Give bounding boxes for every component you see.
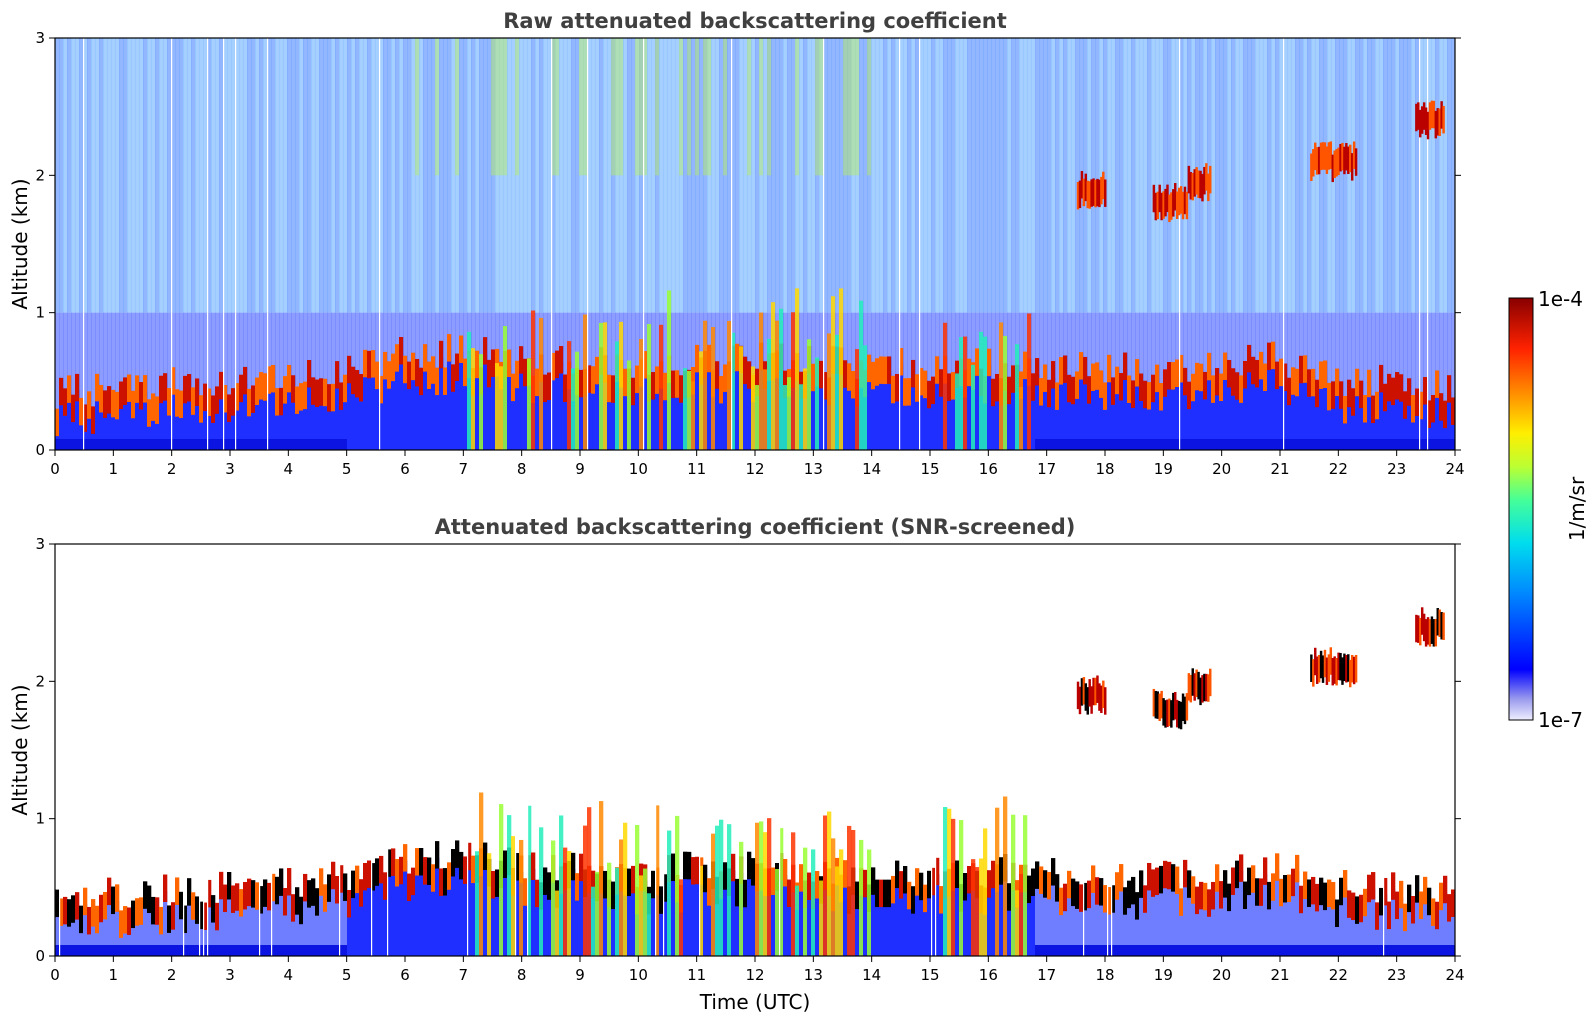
top-x-tick-label: 16 xyxy=(979,460,998,478)
colorbar-unit-label: 1/m/sr xyxy=(1565,476,1589,541)
bottom-x-tick-label: 11 xyxy=(687,966,706,984)
top-y-tick-label: 0 xyxy=(35,441,45,459)
top-x-tick-label: 18 xyxy=(1095,460,1114,478)
top-x-tick-label: 2 xyxy=(167,460,177,478)
bottom-x-tick-label: 24 xyxy=(1445,966,1464,984)
bottom-x-tick-label: 19 xyxy=(1154,966,1173,984)
top-x-tick-label: 6 xyxy=(400,460,410,478)
colorbar-min-label: 1e-7 xyxy=(1538,708,1583,732)
bottom-x-tick-label: 15 xyxy=(920,966,939,984)
bottom-x-ticks: 0 1 2 3 4 5 6 7 8 9 10 11 12 13 14 15 16 17 18 19 20 21 22 23 24 xyxy=(50,956,1465,984)
bottom-x-tick-label: 23 xyxy=(1387,966,1406,984)
bottom-heatmap xyxy=(55,544,1455,956)
bottom-x-tick-label: 9 xyxy=(575,966,585,984)
top-y-tick-label: 3 xyxy=(35,29,45,47)
bottom-x-tick-label: 16 xyxy=(979,966,998,984)
top-x-ticks: 0 1 2 3 4 5 6 7 8 9 10 11 12 13 14 15 16 17 18 19 20 21 22 23 24 xyxy=(50,450,1465,478)
bottom-x-tick-label: 14 xyxy=(862,966,881,984)
colorbar: 1e-4 1e-7 1/m/sr xyxy=(1508,287,1589,732)
bottom-x-tick-label: 4 xyxy=(284,966,294,984)
x-axis-label: Time (UTC) xyxy=(699,990,811,1014)
bottom-y-tick-label: 2 xyxy=(35,672,45,690)
top-x-tick-label: 13 xyxy=(804,460,823,478)
top-x-tick-label: 11 xyxy=(687,460,706,478)
top-x-tick-label: 24 xyxy=(1445,460,1464,478)
top-x-tick-label: 3 xyxy=(225,460,235,478)
top-x-tick-label: 17 xyxy=(1037,460,1056,478)
bottom-x-tick-label: 20 xyxy=(1212,966,1231,984)
top-x-tick-label: 5 xyxy=(342,460,352,478)
bottom-x-tick-label: 8 xyxy=(517,966,527,984)
top-x-tick-label: 14 xyxy=(862,460,881,478)
top-x-tick-label: 22 xyxy=(1329,460,1348,478)
bottom-x-tick-label: 22 xyxy=(1329,966,1348,984)
bottom-x-tick-label: 5 xyxy=(342,966,352,984)
top-x-tick-label: 19 xyxy=(1154,460,1173,478)
top-x-tick-label: 12 xyxy=(745,460,764,478)
bottom-x-tick-label: 7 xyxy=(459,966,469,984)
top-x-tick-label: 4 xyxy=(284,460,294,478)
top-x-tick-label: 9 xyxy=(575,460,585,478)
bottom-x-tick-label: 13 xyxy=(804,966,823,984)
top-x-tick-label: 1 xyxy=(109,460,119,478)
bottom-x-tick-label: 3 xyxy=(225,966,235,984)
top-panel: Raw attenuated backscattering coefficien… xyxy=(8,9,1465,478)
top-y-tick-label: 1 xyxy=(35,304,45,322)
bottom-y-tick-label: 3 xyxy=(35,535,45,553)
top-x-tick-label: 10 xyxy=(629,460,648,478)
bottom-x-tick-label: 10 xyxy=(629,966,648,984)
colorbar-max-label: 1e-4 xyxy=(1538,287,1583,311)
top-x-tick-label: 21 xyxy=(1270,460,1289,478)
colorbar-gradient xyxy=(1508,297,1534,721)
bottom-y-tick-label: 1 xyxy=(35,810,45,828)
bottom-x-tick-label: 17 xyxy=(1037,966,1056,984)
top-y-axis-label: Altitude (km) xyxy=(8,178,32,309)
bottom-y-ticks: 0 1 2 3 xyxy=(35,535,1461,965)
bottom-x-tick-label: 12 xyxy=(745,966,764,984)
bottom-x-tick-label: 0 xyxy=(50,966,60,984)
bottom-x-tick-label: 6 xyxy=(400,966,410,984)
top-y-ticks: 0 1 2 3 xyxy=(35,29,1461,459)
top-x-tick-label: 8 xyxy=(517,460,527,478)
bottom-y-axis-label: Altitude (km) xyxy=(8,684,32,815)
bottom-x-tick-label: 1 xyxy=(109,966,119,984)
bottom-panel-title: Attenuated backscattering coefficient (S… xyxy=(435,515,1076,539)
bottom-x-tick-label: 21 xyxy=(1270,966,1289,984)
bottom-x-tick-label: 2 xyxy=(167,966,177,984)
bottom-x-tick-label: 18 xyxy=(1095,966,1114,984)
top-y-tick-label: 2 xyxy=(35,166,45,184)
bottom-y-tick-label: 0 xyxy=(35,947,45,965)
top-x-tick-label: 23 xyxy=(1387,460,1406,478)
top-heatmap xyxy=(55,38,1455,450)
bottom-panel: Attenuated backscattering coefficient (S… xyxy=(8,515,1465,1014)
top-x-tick-label: 15 xyxy=(920,460,939,478)
top-x-tick-label: 7 xyxy=(459,460,469,478)
top-x-tick-label: 0 xyxy=(50,460,60,478)
top-x-tick-label: 20 xyxy=(1212,460,1231,478)
top-panel-title: Raw attenuated backscattering coefficien… xyxy=(503,9,1007,33)
